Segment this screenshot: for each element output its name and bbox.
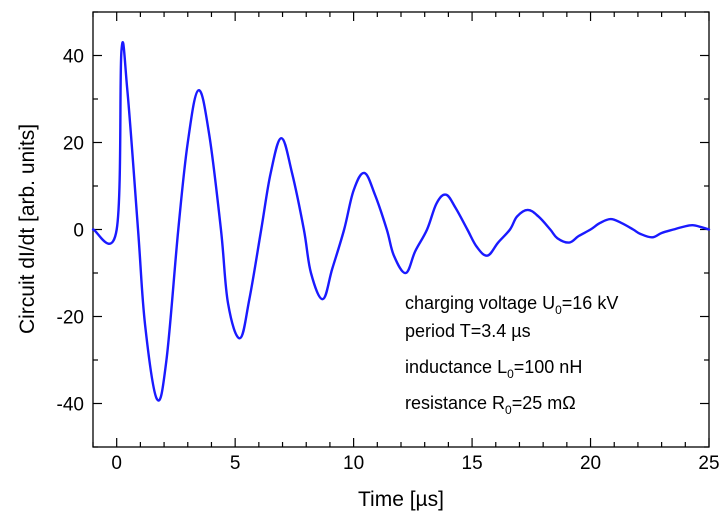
x-axis-label: Time [µs] [358,488,444,511]
x-tick-label: 0 [111,453,122,474]
y-tick-label: 0 [73,221,84,242]
x-tick-label: 25 [698,453,719,474]
series-line [91,41,711,402]
plot-frame [92,11,710,448]
annotation-inductance: inductance L0=100 nH [405,357,582,381]
ticks [92,11,710,448]
x-tick-label: 5 [230,453,241,474]
y-axis-label: Circuit dI/dt [arb. units] [16,124,39,334]
y-tick-label: 20 [63,134,84,155]
annotation-block: charging voltage U0=16 kV period T=3.4 µ… [405,293,618,417]
annotation-charging-voltage: charging voltage U0=16 kV [405,293,618,317]
annotation-period: period T=3.4 µs [405,321,531,341]
y-tick-label: 40 [63,47,84,68]
x-tick-label: 20 [580,453,601,474]
y-tick-label: -40 [57,395,84,416]
y-tick-label: -20 [57,308,84,329]
x-tick-label: 10 [343,453,364,474]
x-tick-label: 15 [462,453,483,474]
tick-labels: 0 5 10 15 20 25 -40 -20 0 20 40 [57,47,720,475]
annotation-resistance: resistance R0=25 mΩ [405,393,576,417]
